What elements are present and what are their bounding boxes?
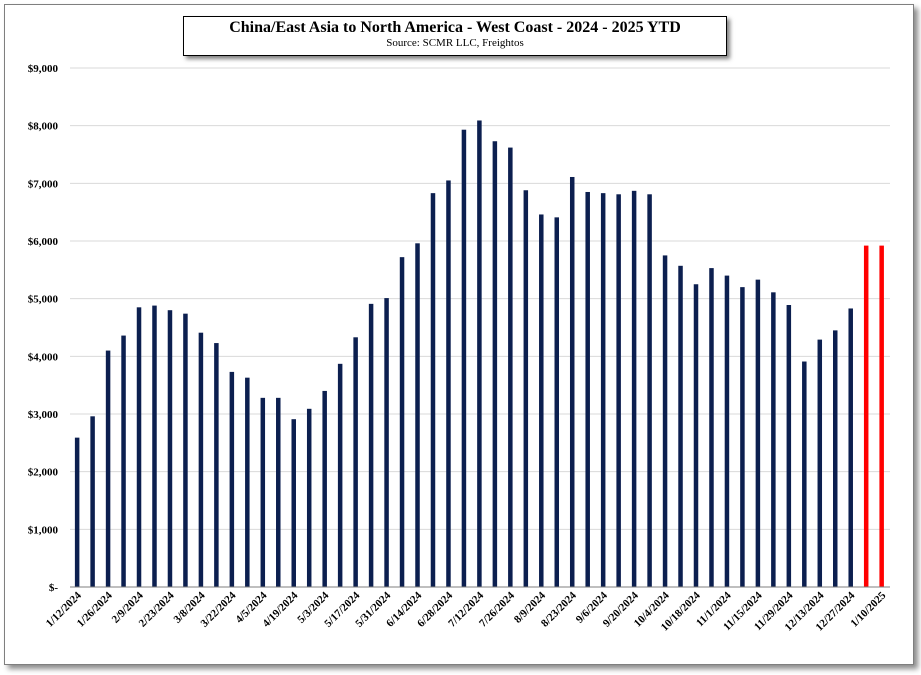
bar [539, 214, 544, 587]
y-tick-label: $2,000 [28, 467, 59, 479]
bar [368, 303, 374, 587]
bar [662, 255, 668, 588]
bar [121, 335, 126, 587]
y-tick-label: $3,000 [28, 409, 59, 421]
bar [569, 176, 575, 588]
bar [693, 284, 699, 587]
chart-title-box: China/East Asia to North America - West … [183, 16, 727, 56]
bar [105, 350, 111, 587]
bar [260, 397, 266, 587]
bar [879, 245, 884, 588]
bar [771, 292, 776, 587]
bar [600, 193, 606, 587]
bars [74, 120, 884, 588]
y-tick-label: $9,000 [28, 63, 59, 75]
bar [724, 275, 730, 587]
bar [214, 343, 219, 587]
bar [585, 191, 590, 588]
bar [90, 416, 95, 587]
bar [415, 243, 420, 587]
bar [229, 371, 235, 587]
bar [817, 339, 823, 587]
bar [786, 305, 792, 587]
bar [136, 307, 142, 587]
bar [755, 279, 761, 587]
bar [306, 408, 312, 587]
bar [446, 180, 451, 587]
bar [245, 377, 250, 587]
y-tick-label: $1,000 [28, 524, 59, 536]
y-axis-tick-labels: $- $1,000 $2,000 $3,000 $4,000 $5,000 $6,000 $7… [28, 63, 59, 594]
bar [74, 437, 80, 587]
bar [461, 129, 467, 587]
bar [276, 397, 281, 587]
bar [353, 337, 358, 587]
y-tick-label: $6,000 [28, 236, 59, 248]
bar [291, 419, 296, 587]
y-tick-label: $5,000 [28, 294, 59, 306]
y-tick-label: $8,000 [28, 121, 59, 133]
bar [863, 245, 869, 588]
bar [709, 268, 714, 587]
bar [647, 194, 652, 588]
bar [152, 305, 157, 587]
y-tick-label: $7,000 [28, 178, 59, 190]
bar [183, 313, 188, 587]
bar [198, 332, 204, 587]
chart-title: China/East Asia to North America - West … [229, 19, 681, 36]
bar [833, 330, 838, 587]
y-tick-label: $- [49, 582, 59, 594]
bar [848, 308, 853, 587]
bar [337, 363, 343, 587]
bar [492, 141, 498, 588]
bar [554, 217, 560, 588]
bar [631, 190, 637, 587]
bar [384, 298, 389, 587]
chart-subtitle: Source: SCMR LLC, Freightos [386, 37, 524, 49]
x-axis-tick-labels: 1/12/20241/26/20242/9/20242/23/20243/8/2… [44, 589, 889, 633]
bar [523, 190, 529, 587]
bar [678, 265, 683, 587]
bar [802, 361, 807, 587]
y-tick-label: $4,000 [28, 351, 59, 363]
bar [322, 390, 327, 587]
bar [508, 147, 513, 587]
bar [399, 257, 405, 587]
bar [740, 287, 745, 587]
bar [616, 194, 621, 588]
bar [430, 193, 436, 587]
bar [477, 120, 482, 587]
bar [167, 310, 173, 587]
